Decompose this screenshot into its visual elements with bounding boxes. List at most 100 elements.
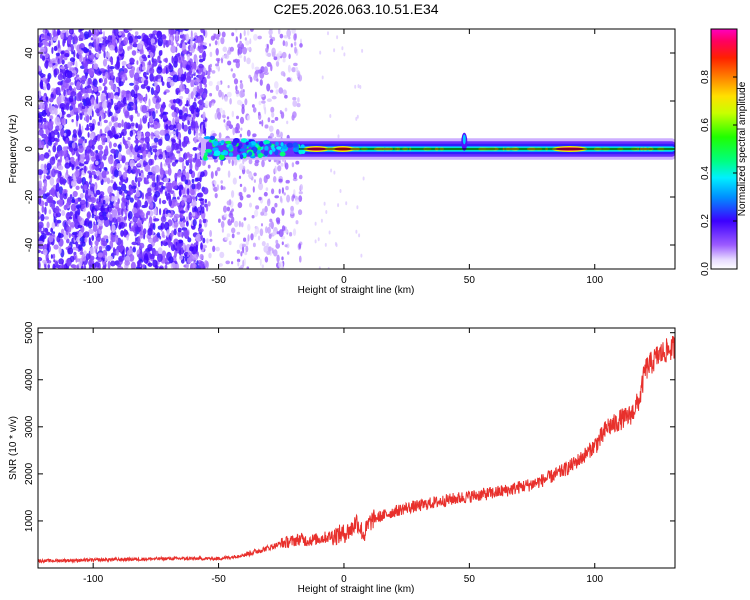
noise-blob (41, 205, 45, 213)
noise-blob (39, 153, 45, 161)
noise-blob (186, 220, 189, 227)
spectrogram-panel: -100 -50 0 50 100 -40 -20 0 20 40 Height of stra… (8, 28, 676, 296)
noise-blob (249, 76, 253, 83)
noise-blob (122, 171, 128, 180)
noise-blob (159, 266, 163, 269)
noise-blob (91, 170, 96, 176)
noise-blob (175, 143, 182, 150)
noise-blob (192, 253, 199, 261)
noise-blob (161, 199, 167, 205)
noise-blob (174, 159, 179, 163)
noise-blob (49, 177, 55, 186)
noise-blob (263, 66, 268, 74)
noise-blob (105, 244, 111, 252)
noise-blob (182, 33, 186, 42)
noise-blob (272, 231, 277, 236)
noise-blob (289, 231, 293, 237)
noise-blob (118, 224, 122, 230)
noise-blob (325, 210, 328, 214)
noise-blob (69, 110, 75, 117)
noise-blob (166, 195, 171, 200)
noise-blob (265, 187, 269, 192)
noise-blob (258, 177, 263, 185)
noise-blob (146, 142, 150, 150)
carrier-blob (298, 149, 303, 155)
noise-blob (114, 63, 120, 70)
noise-blob (131, 50, 137, 56)
noise-blob (219, 251, 225, 259)
noise-blob (202, 78, 207, 85)
noise-blob (177, 227, 182, 233)
noise-blob (216, 167, 221, 172)
noise-blob (150, 45, 156, 53)
snr-frame (37, 327, 676, 569)
noise-blob (193, 42, 197, 50)
noise-blob (240, 127, 243, 131)
noise-blob (225, 260, 230, 265)
noise-blob (99, 68, 106, 72)
noise-blob (264, 205, 268, 213)
noise-blob (51, 58, 57, 64)
noise-blob (185, 76, 192, 84)
noise-blob (273, 249, 278, 257)
noise-blob (194, 206, 198, 212)
carrier-blob (225, 140, 232, 144)
noise-blob (195, 233, 202, 242)
noise-blob (261, 100, 266, 104)
noise-blob (85, 253, 90, 261)
noise-blob (357, 84, 360, 89)
noise-blob (147, 151, 151, 158)
noise-blob (118, 170, 122, 176)
noise-blob (215, 48, 219, 56)
noise-blob (56, 177, 60, 185)
noise-blob (78, 145, 84, 153)
noise-blob (265, 47, 269, 53)
noise-blob (271, 95, 277, 100)
noise-blob (138, 146, 141, 151)
noise-blob (195, 244, 199, 252)
spectrogram-x-ticks: -100 -50 0 50 100 (83, 29, 604, 286)
noise-blob (108, 111, 113, 117)
noise-blob (202, 92, 208, 99)
noise-blob (153, 218, 160, 222)
noise-blob (110, 72, 114, 79)
noise-blob (266, 83, 271, 92)
snr-x-ticks: -100 -50 0 50 100 (83, 328, 604, 585)
noise-blob (209, 238, 213, 242)
noise-blob (47, 121, 54, 127)
noise-blob (144, 135, 150, 144)
noise-blob (198, 147, 202, 152)
noise-blob (53, 259, 56, 263)
x-tick-label: 50 (464, 574, 476, 585)
y-tick-label: -20 (24, 189, 35, 204)
noise-blob (61, 85, 66, 91)
noise-blob (161, 81, 165, 86)
noise-blob (126, 234, 129, 241)
noise-blob (134, 110, 139, 114)
noise-blob (111, 224, 116, 234)
snr-series-line (38, 335, 675, 564)
noise-blob (280, 71, 286, 76)
spectrogram-y-ticks: -40 -20 0 20 40 (24, 47, 675, 252)
noise-blob (218, 89, 223, 98)
noise-blob (206, 70, 211, 76)
noise-blob (40, 48, 45, 54)
colorbar-tick-label: 0.0 (700, 262, 711, 276)
noise-blob (50, 38, 54, 46)
noise-blob (270, 206, 276, 214)
noise-blob (154, 95, 160, 99)
noise-blob (359, 85, 362, 89)
noise-blob (182, 219, 187, 223)
noise-blob (118, 43, 123, 52)
noise-blob (108, 141, 112, 149)
noise-blob (199, 128, 204, 134)
noise-blob (89, 138, 93, 147)
noise-blob (161, 250, 167, 257)
noise-blob (223, 205, 227, 213)
noise-blob (292, 111, 297, 119)
spectrogram-y-label: Frequency (Hz) (8, 115, 19, 184)
noise-blob (237, 59, 240, 63)
noise-blob (242, 259, 245, 267)
noise-blob (43, 174, 46, 180)
noise-blob (279, 195, 283, 203)
